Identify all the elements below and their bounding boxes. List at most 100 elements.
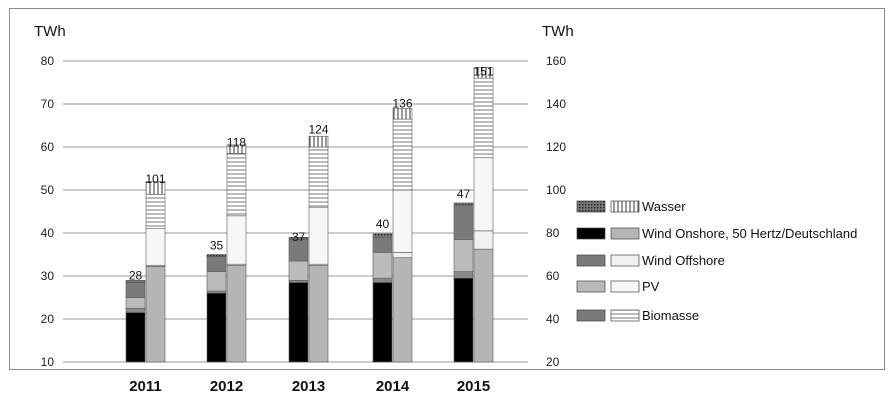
legend-swatch-deutschland xyxy=(610,280,640,293)
bar-segment-deutschland-wind-onshore xyxy=(473,248,494,363)
bar-segment-deutschland-pv xyxy=(226,215,247,265)
bar-segment-50hertz-biomasse xyxy=(125,282,146,298)
legend-swatch-deutschland xyxy=(610,254,640,267)
total-label-50hertz: 35 xyxy=(210,239,224,253)
legend-swatch-50hertz xyxy=(576,227,606,240)
bar-segment-50hertz-biomasse xyxy=(372,237,393,253)
bar-segment-deutschland-pv xyxy=(145,228,166,266)
legend-label: Biomasse xyxy=(642,308,699,323)
right-tick-label: 120 xyxy=(546,140,566,154)
x-tick-label: 2013 xyxy=(292,378,325,395)
bar-segment-50hertz-pv xyxy=(206,271,227,292)
bar-segment-deutschland-wind-onshore xyxy=(226,264,247,363)
right-axis-unit: TWh xyxy=(542,23,574,40)
bar-segment-50hertz-wasser xyxy=(372,233,393,238)
bar-segment-50hertz-biomasse xyxy=(453,204,474,240)
bar-segment-deutschland-biomasse xyxy=(308,146,329,208)
bar-segment-deutschland-wasser xyxy=(308,135,329,148)
bar-segment-deutschland-wasser xyxy=(473,67,494,79)
bar-segment-deutschland-wasser xyxy=(226,144,247,154)
bar-segment-50hertz-wind-offshore xyxy=(288,279,309,283)
bar-segment-deutschland-pv xyxy=(473,157,494,232)
bar-segment-deutschland-wasser xyxy=(145,181,166,195)
total-label-50hertz: 28 xyxy=(129,269,143,283)
right-tick-label: 80 xyxy=(546,226,560,240)
bar-segment-deutschland-biomasse xyxy=(392,118,413,191)
legend-swatch-deutschland xyxy=(610,227,640,240)
x-tick-label: 2015 xyxy=(457,378,490,395)
bar-segment-50hertz-wind-offshore xyxy=(206,290,227,294)
left-tick-label: 20 xyxy=(41,312,55,326)
legend-label: Wasser xyxy=(642,199,686,214)
bar-segment-deutschland-wasser xyxy=(392,108,413,120)
bar-segment-deutschland-pv xyxy=(308,206,329,265)
right-axis: 20 40 60 80 100 120 140 160 xyxy=(546,54,566,369)
x-tick-label: 2012 xyxy=(210,378,243,395)
total-label-50hertz: 47 xyxy=(457,187,471,201)
bar-segment-50hertz-wind-onshore xyxy=(125,312,146,363)
right-tick-label: 60 xyxy=(546,269,560,283)
legend-swatch-deutschland xyxy=(610,200,640,213)
right-tick-label: 100 xyxy=(546,183,566,197)
bar-segment-50hertz-pv xyxy=(288,260,309,281)
bar-segment-deutschland-wind-onshore xyxy=(392,257,413,363)
bar-segment-deutschland-wind-onshore xyxy=(308,264,329,363)
bar-segment-50hertz-pv xyxy=(372,252,393,279)
bar-segment-50hertz-wasser xyxy=(288,237,309,240)
bar-segment-deutschland-pv xyxy=(392,189,413,253)
bar-segment-50hertz-pv xyxy=(125,297,146,309)
bar-segment-deutschland-biomasse xyxy=(473,77,494,159)
x-tick-label: 2014 xyxy=(376,378,410,395)
total-label-50hertz: 40 xyxy=(376,217,390,231)
bars xyxy=(125,67,494,363)
legend-swatch-50hertz xyxy=(576,254,606,267)
legend-label: Wind Offshore xyxy=(642,253,725,268)
bar-segment-deutschland-biomasse xyxy=(145,194,166,230)
bar-segment-deutschland-wind-offshore xyxy=(392,252,413,259)
total-label-deutschland: 151 xyxy=(473,64,493,78)
legend-swatch-deutschland xyxy=(610,309,640,322)
total-label-50hertz: 37 xyxy=(292,230,306,244)
right-tick-label: 40 xyxy=(546,312,560,326)
bar-segment-deutschland-wind-onshore xyxy=(145,266,166,363)
left-axis: 10 20 30 40 50 60 70 80 xyxy=(41,54,55,369)
bar-segment-50hertz-wind-offshore xyxy=(453,271,474,279)
total-label-deutschland: 118 xyxy=(227,135,246,149)
right-tick-label: 20 xyxy=(546,355,560,369)
legend-label: PV xyxy=(642,279,660,294)
bar-segment-50hertz-wind-onshore xyxy=(288,282,309,363)
legend-swatch-50hertz xyxy=(576,280,606,293)
x-tick-label: 2011 xyxy=(129,378,162,395)
bar-segment-50hertz-wind-onshore xyxy=(453,277,474,363)
right-tick-label: 160 xyxy=(546,54,566,68)
chart-frame xyxy=(9,8,885,370)
bar-segment-50hertz-wind-onshore xyxy=(206,292,227,363)
bar-segment-50hertz-wasser xyxy=(453,202,474,206)
right-tick-label: 140 xyxy=(546,97,566,111)
left-axis-unit: TWh xyxy=(34,23,66,40)
bar-segment-50hertz-biomasse xyxy=(206,256,227,272)
legend-swatch-50hertz xyxy=(576,200,606,213)
bar-segment-50hertz-wasser xyxy=(206,254,227,257)
total-label-deutschland: 124 xyxy=(308,122,328,136)
legend-label: Wind Onshore, 50 Hertz/Deutschland xyxy=(642,226,857,241)
total-label-deutschland: 101 xyxy=(145,172,165,186)
gridlines xyxy=(63,60,528,363)
total-label-deutschland: 136 xyxy=(392,97,412,111)
bar-segment-50hertz-wasser xyxy=(125,279,146,283)
bar-segment-50hertz-pv xyxy=(453,239,474,272)
left-tick-label: 50 xyxy=(41,183,55,197)
bar-total-labels: 28 101 35 118 37 124 40 136 47 151 xyxy=(129,64,494,282)
left-tick-label: 40 xyxy=(41,226,55,240)
left-tick-label: 80 xyxy=(41,54,55,68)
bar-segment-deutschland-wind-offshore xyxy=(473,230,494,250)
bar-segment-50hertz-wind-offshore xyxy=(372,277,393,283)
x-axis-labels: 2011 2012 2013 2014 2015 xyxy=(129,378,490,395)
legend: Wasser Wind Onshore, 50 Hertz/Deutschland… xyxy=(576,199,857,323)
legend-swatch-50hertz xyxy=(576,309,606,322)
bar-segment-50hertz-wind-onshore xyxy=(372,282,393,363)
left-tick-label: 30 xyxy=(41,269,55,283)
left-tick-label: 60 xyxy=(41,140,55,154)
bar-segment-50hertz-wind-offshore xyxy=(125,307,146,313)
